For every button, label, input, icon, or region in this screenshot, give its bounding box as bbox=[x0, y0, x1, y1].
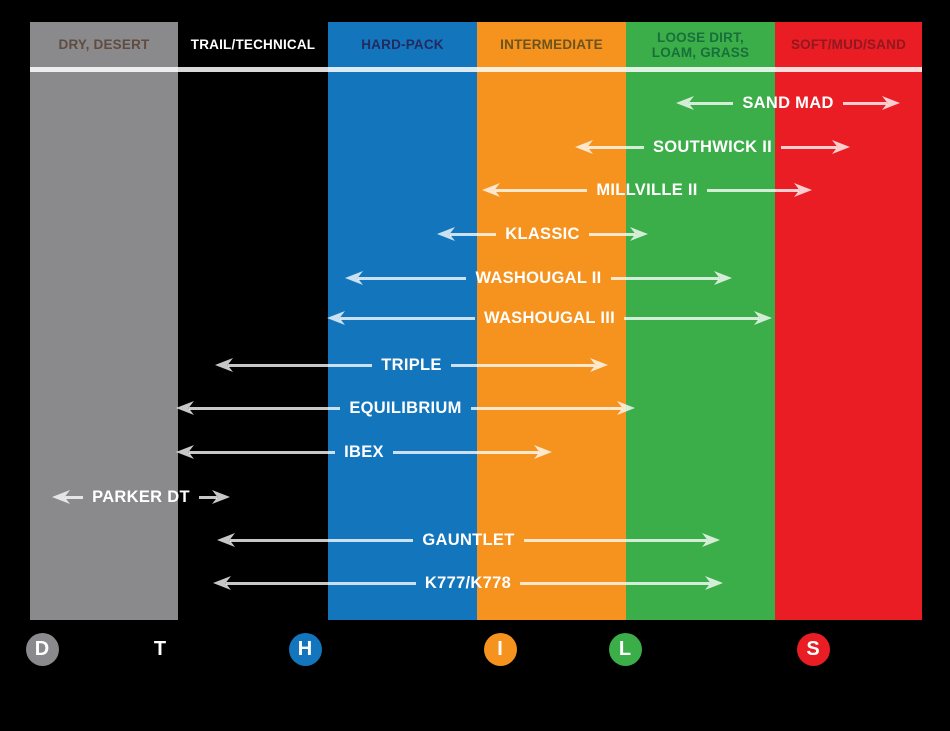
header-separator-line bbox=[30, 67, 922, 72]
tire-name-label: SAND MAD bbox=[742, 93, 834, 112]
tire-range-washougal-iii: WASHOUGAL III bbox=[327, 305, 772, 331]
arrow-shaft-right bbox=[198, 495, 218, 499]
terrain-column-hard-pack: HARD-PACK bbox=[328, 22, 477, 620]
tire-name-label: EQUILIBRIUM bbox=[349, 398, 462, 417]
tire-name-label: SOUTHWICK II bbox=[652, 137, 773, 156]
tire-range-k777-k778: K777/K778 bbox=[213, 570, 723, 596]
arrow-shaft-right bbox=[610, 276, 720, 280]
tire-name-label: KLASSIC bbox=[505, 224, 580, 243]
tire-name-label: K777/K778 bbox=[424, 573, 512, 592]
arrow-shaft-left bbox=[189, 406, 341, 410]
arrow-shaft-left bbox=[689, 101, 734, 105]
terrain-letter-D: D bbox=[25, 633, 59, 666]
terrain-column-trail-technical: TRAIL/TECHNICAL bbox=[178, 22, 328, 620]
terrain-column-soft-mud-sand: SOFT/MUD/SAND bbox=[775, 22, 922, 620]
column-header-intermediate: INTERMEDIATE bbox=[500, 37, 603, 53]
terrain-letter-H: H bbox=[288, 633, 322, 666]
tire-range-ibex: IBEX bbox=[176, 439, 552, 465]
arrow-shaft-right bbox=[842, 101, 888, 105]
column-header-loose-dirt-loam-grass: LOOSE DIRT, LOAM, GRASS bbox=[651, 29, 750, 60]
tire-range-equilibrium: EQUILIBRIUM bbox=[176, 395, 636, 421]
arrow-shaft-right bbox=[392, 450, 539, 454]
column-header-soft-mud-sand: SOFT/MUD/SAND bbox=[790, 37, 907, 53]
terrain-column-dry-desert: DRY, DESERT bbox=[30, 22, 178, 620]
arrow-shaft-right bbox=[470, 406, 623, 410]
arrow-shaft-left bbox=[65, 495, 84, 499]
tire-name-label: GAUNTLET bbox=[422, 530, 515, 549]
terrain-letter-L: L bbox=[608, 633, 642, 666]
tire-name-label: WASHOUGAL II bbox=[475, 268, 602, 287]
terrain-column-intermediate: INTERMEDIATE bbox=[477, 22, 626, 620]
arrow-shaft-left bbox=[450, 232, 497, 236]
arrow-shaft-left bbox=[228, 363, 373, 367]
column-header-hard-pack: HARD-PACK bbox=[361, 37, 444, 53]
tire-name-label: TRIPLE bbox=[381, 355, 442, 374]
tire-range-washougal-ii: WASHOUGAL II bbox=[345, 265, 733, 291]
tire-name-label: WASHOUGAL III bbox=[483, 308, 616, 327]
terrain-letter-I: I bbox=[483, 633, 517, 666]
column-header-trail-technical: TRAIL/TECHNICAL bbox=[190, 37, 316, 53]
column-header-dry-desert: DRY, DESERT bbox=[58, 37, 150, 53]
tire-range-southwick-ii: SOUTHWICK II bbox=[575, 134, 850, 160]
tire-name-label: IBEX bbox=[344, 442, 384, 461]
arrow-shaft-left bbox=[340, 316, 475, 320]
tire-range-parker-dt: PARKER DT bbox=[52, 484, 231, 510]
arrow-shaft-right bbox=[523, 538, 708, 542]
tire-name-label: PARKER DT bbox=[92, 487, 190, 506]
arrow-shaft-right bbox=[588, 232, 635, 236]
arrow-shaft-right bbox=[624, 316, 759, 320]
arrow-shaft-left bbox=[230, 538, 414, 542]
tire-range-gauntlet: GAUNTLET bbox=[217, 527, 721, 553]
arrow-shaft-right bbox=[520, 581, 710, 585]
arrow-shaft-left bbox=[358, 276, 467, 280]
arrow-shaft-right bbox=[450, 363, 595, 367]
arrow-shaft-left bbox=[226, 581, 416, 585]
arrow-shaft-right bbox=[781, 145, 837, 149]
terrain-letter-T: T bbox=[153, 638, 167, 660]
tire-range-triple: TRIPLE bbox=[215, 352, 608, 378]
tire-range-millville-ii: MILLVILLE II bbox=[482, 177, 812, 203]
arrow-shaft-right bbox=[706, 188, 799, 192]
tire-range-klassic: KLASSIC bbox=[437, 221, 648, 247]
tire-name-label: MILLVILLE II bbox=[596, 180, 698, 199]
tire-range-sand-mad: SAND MAD bbox=[676, 90, 901, 116]
terrain-letter-S: S bbox=[796, 633, 830, 666]
terrain-column-loose-dirt-loam-grass: LOOSE DIRT, LOAM, GRASS bbox=[626, 22, 775, 620]
arrow-shaft-left bbox=[495, 188, 588, 192]
arrow-shaft-left bbox=[189, 450, 336, 454]
arrow-shaft-left bbox=[588, 145, 644, 149]
